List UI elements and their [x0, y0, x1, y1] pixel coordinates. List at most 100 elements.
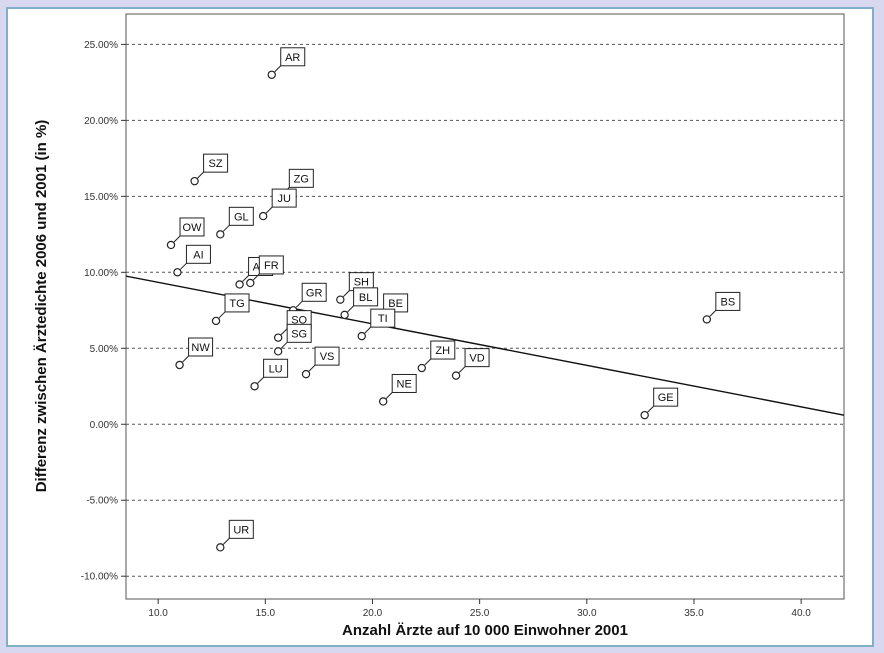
point-label: AI	[193, 249, 203, 261]
point-label-box	[228, 206, 254, 226]
point-fr: FR	[246, 255, 284, 288]
leader-line	[308, 364, 316, 372]
point-label: OW	[183, 222, 203, 234]
point-label: ZG	[294, 173, 309, 185]
point-label: UR	[233, 524, 249, 536]
data-point-marker	[273, 347, 283, 356]
leader-line	[295, 300, 303, 308]
x-tick-label: 20.0	[363, 608, 383, 619]
leader-line	[458, 366, 466, 373]
x-tick-label: 35.0	[684, 608, 704, 619]
point-label: ZH	[435, 345, 450, 357]
point-bs: BS	[702, 291, 741, 324]
point-gr: GR	[288, 282, 327, 315]
y-tick-label: -10.00%	[81, 572, 118, 583]
point-vd: VD	[451, 348, 490, 380]
x-tick-label: 25.0	[470, 608, 490, 619]
leader-line	[274, 65, 282, 73]
point-label-box	[228, 519, 254, 539]
data-point-marker	[273, 333, 283, 342]
leader-line	[252, 273, 260, 281]
y-tick-label: -5.00%	[86, 496, 118, 507]
point-gl: GL	[216, 206, 254, 239]
y-tick-label: 5.00%	[90, 344, 118, 355]
point-ne: NE	[378, 373, 417, 406]
point-label-box	[263, 358, 289, 378]
y-tick-label: 10.00%	[84, 268, 118, 279]
leader-line	[242, 275, 249, 282]
y-tick-label: 15.00%	[84, 192, 118, 203]
leader-line	[182, 355, 189, 363]
point-label-box	[353, 287, 379, 307]
point-label-box	[464, 348, 490, 368]
point-label: FR	[264, 260, 279, 272]
point-label-box	[314, 346, 340, 366]
point-ow: OW	[166, 217, 205, 250]
scatter-chart: -10.00% -5.00% 0.00% 5.00% 10.00% 15.00% 20.00…	[33, 13, 845, 639]
data-point-marker	[267, 70, 276, 79]
point-label: NW	[191, 342, 210, 354]
point-label-box	[224, 293, 250, 313]
data-point-marker	[166, 240, 176, 250]
point-label-box	[391, 373, 417, 393]
leader-line	[280, 328, 288, 336]
point-bl: BL	[340, 287, 379, 320]
leader-line	[257, 376, 264, 384]
point-label-box	[370, 308, 396, 328]
point-label: LU	[269, 363, 283, 375]
leader-line	[385, 392, 393, 399]
y-tick-label: 0.00%	[90, 420, 118, 431]
leader-line	[197, 171, 204, 179]
data-point-marker	[357, 331, 366, 341]
point-ju: JU	[258, 188, 297, 221]
x-tick-label: 10.0	[148, 608, 168, 619]
leader-line	[424, 358, 432, 366]
data-point-marker	[340, 310, 349, 320]
leader-line	[342, 290, 350, 298]
data-point-marker	[378, 397, 388, 406]
point-tg: TG	[211, 293, 250, 326]
y-tick-label: 20.00%	[84, 116, 118, 127]
data-point-marker	[175, 360, 184, 370]
point-label: BS	[720, 296, 735, 308]
leader-line	[222, 224, 230, 232]
point-label-box	[301, 282, 327, 302]
x-axis-title: Anzahl Ärzte auf 10 000 Einwohner 2001	[342, 622, 628, 639]
data-point-marker	[301, 369, 311, 379]
point-label: SH	[354, 277, 369, 289]
point-label: AR	[285, 52, 300, 64]
data-point-marker	[211, 316, 221, 326]
leader-line	[347, 305, 354, 313]
point-label-box	[271, 188, 297, 208]
point-label: SZ	[209, 158, 223, 170]
data-point-marker	[173, 268, 182, 277]
point-label: BE	[388, 298, 403, 310]
point-label: GL	[234, 211, 249, 223]
point-label: GE	[658, 392, 674, 404]
data-point-marker	[451, 371, 461, 380]
chart-frame: -10.00% -5.00% 0.00% 5.00% 10.00% 15.00% 20.00…	[6, 7, 874, 647]
point-label: TI	[378, 313, 388, 325]
point-label-box	[286, 323, 312, 343]
point-label-box	[430, 340, 456, 360]
leader-line	[647, 405, 655, 413]
point-ur: UR	[216, 519, 254, 552]
point-vs: VS	[301, 346, 340, 379]
x-tick-label: 40.0	[791, 608, 811, 619]
leader-line	[180, 262, 187, 270]
y-tick-label: 25.00%	[84, 40, 118, 51]
data-point-marker	[702, 315, 712, 324]
data-point-marker	[336, 295, 345, 304]
point-lu: LU	[250, 358, 289, 391]
point-label: VD	[469, 353, 484, 365]
leader-line	[222, 537, 230, 545]
point-sg: SG	[273, 323, 312, 356]
point-label: VS	[320, 351, 335, 363]
point-sh: SH	[336, 272, 374, 304]
data-point-marker	[250, 382, 259, 391]
point-be: BE	[370, 293, 409, 326]
point-ti: TI	[357, 308, 396, 341]
point-label: TG	[229, 298, 244, 310]
leader-line	[265, 206, 273, 214]
point-ai: AI	[173, 244, 211, 277]
